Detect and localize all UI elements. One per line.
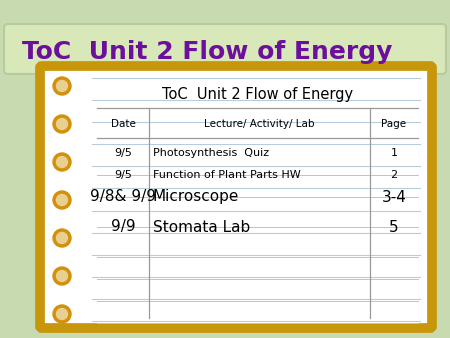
Text: Lecture/ Activity/ Lab: Lecture/ Activity/ Lab [204,119,315,129]
Circle shape [57,156,68,168]
Text: ToC  Unit 2 Flow of Energy: ToC Unit 2 Flow of Energy [22,40,392,64]
FancyBboxPatch shape [40,66,432,328]
Text: 5: 5 [389,219,399,235]
Circle shape [57,309,68,319]
Circle shape [53,77,71,95]
FancyBboxPatch shape [4,24,446,74]
Circle shape [57,270,68,282]
Text: Page: Page [382,119,406,129]
Circle shape [57,194,68,206]
Circle shape [53,305,71,323]
Text: 9/8& 9/9: 9/8& 9/9 [90,190,156,204]
Circle shape [53,267,71,285]
Text: Microscope: Microscope [153,190,239,204]
Text: Date: Date [111,119,135,129]
Circle shape [57,119,68,129]
Text: 2: 2 [391,170,397,180]
Circle shape [53,115,71,133]
Circle shape [57,233,68,243]
Circle shape [53,229,71,247]
Text: 1: 1 [391,148,397,158]
Circle shape [57,80,68,92]
Circle shape [53,153,71,171]
Text: Stomata Lab: Stomata Lab [153,219,250,235]
Text: 9/5: 9/5 [114,170,132,180]
Text: 3-4: 3-4 [382,190,406,204]
Text: 9/5: 9/5 [114,148,132,158]
Text: 9/9: 9/9 [111,219,135,235]
Text: Photosynthesis  Quiz: Photosynthesis Quiz [153,148,269,158]
Circle shape [53,191,71,209]
Text: ToC  Unit 2 Flow of Energy: ToC Unit 2 Flow of Energy [162,87,353,101]
Text: Function of Plant Parts HW: Function of Plant Parts HW [153,170,301,180]
